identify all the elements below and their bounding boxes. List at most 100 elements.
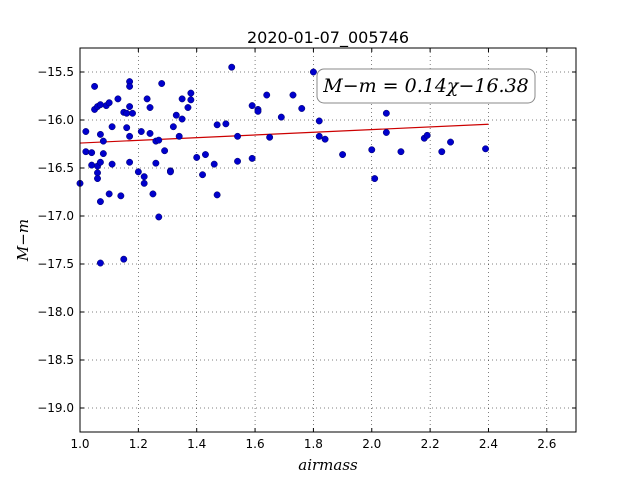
data-point bbox=[202, 151, 209, 159]
data-point bbox=[114, 95, 122, 103]
data-point bbox=[213, 121, 221, 129]
y-tick-label: −18.0 bbox=[37, 305, 74, 319]
data-point bbox=[146, 104, 154, 111]
data-point bbox=[126, 103, 134, 111]
data-point bbox=[96, 158, 104, 166]
x-tick-label: 1.2 bbox=[129, 437, 148, 451]
y-tick-label: −16.5 bbox=[37, 161, 74, 175]
x-tick-label: 1.4 bbox=[187, 437, 206, 451]
data-point bbox=[228, 63, 236, 71]
data-point bbox=[315, 132, 323, 140]
x-tick-label: 2.2 bbox=[421, 437, 440, 451]
data-point bbox=[117, 192, 125, 200]
data-point bbox=[382, 109, 390, 117]
data-point bbox=[423, 131, 431, 139]
x-tick-label: 1.0 bbox=[70, 437, 89, 451]
data-point bbox=[161, 147, 169, 155]
data-point bbox=[155, 213, 163, 221]
x-tick-label: 2.4 bbox=[479, 437, 498, 451]
data-point bbox=[120, 255, 128, 263]
data-point bbox=[187, 96, 195, 104]
data-point bbox=[91, 82, 99, 90]
x-axis-label: airmass bbox=[298, 456, 358, 474]
data-point bbox=[222, 120, 230, 128]
data-point bbox=[248, 154, 256, 162]
x-tick-label: 1.6 bbox=[246, 437, 265, 451]
y-tick-label: −16.0 bbox=[37, 113, 74, 127]
data-point bbox=[99, 137, 107, 145]
data-point bbox=[88, 161, 96, 169]
fit-equation-label: M−m = 0.14χ−16.38 bbox=[322, 75, 529, 97]
data-point bbox=[175, 132, 183, 140]
data-point bbox=[158, 80, 166, 87]
data-point bbox=[315, 117, 323, 125]
fit-annotation: M−m = 0.14χ−16.38 bbox=[316, 68, 536, 104]
data-point bbox=[123, 109, 131, 117]
plot-area bbox=[80, 48, 576, 432]
data-point bbox=[234, 157, 242, 165]
data-point bbox=[248, 102, 256, 110]
data-point bbox=[105, 99, 113, 107]
data-point bbox=[96, 198, 104, 206]
axis-ticks bbox=[79, 48, 576, 432]
data-point bbox=[140, 179, 148, 187]
data-point bbox=[368, 146, 376, 154]
data-point bbox=[447, 138, 454, 146]
data-point bbox=[166, 168, 174, 176]
data-point bbox=[126, 132, 134, 140]
data-point bbox=[193, 153, 201, 161]
y-tick-label: −17.5 bbox=[37, 257, 74, 271]
y-axis-label: M−m bbox=[14, 219, 32, 262]
data-point bbox=[397, 148, 405, 156]
data-point bbox=[94, 169, 101, 177]
data-point bbox=[108, 160, 116, 168]
x-tick-label: 2.0 bbox=[362, 437, 381, 451]
data-point bbox=[210, 160, 218, 168]
data-point bbox=[309, 68, 317, 76]
y-tick-labels: −15.5 −16.0 −16.5 −17.0 −17.5 −18.0 −18.5 −19.0 bbox=[37, 65, 74, 415]
data-point bbox=[108, 123, 116, 131]
x-tick-label: 1.8 bbox=[304, 437, 323, 451]
data-point bbox=[126, 82, 134, 90]
data-point bbox=[178, 95, 186, 103]
data-point bbox=[143, 95, 151, 103]
data-point bbox=[298, 105, 306, 112]
data-point bbox=[99, 150, 107, 158]
fit-line bbox=[79, 123, 489, 144]
data-point bbox=[382, 129, 390, 136]
data-point bbox=[96, 259, 104, 267]
y-tick-label: −18.5 bbox=[37, 353, 74, 367]
data-point bbox=[146, 129, 154, 137]
plot-frame bbox=[79, 47, 577, 433]
data-point bbox=[234, 132, 242, 140]
annotation-box bbox=[316, 68, 536, 104]
y-tick-label: −17.0 bbox=[37, 209, 74, 223]
data-point bbox=[277, 113, 285, 121]
data-point bbox=[155, 136, 163, 144]
chart-title: 2020-01-07_005746 bbox=[247, 28, 409, 48]
x-tick-labels: 1.0 1.2 1.4 1.6 1.8 2.0 2.2 2.4 2.6 bbox=[70, 437, 556, 451]
x-tick-label: 2.6 bbox=[537, 437, 556, 451]
data-point bbox=[213, 191, 221, 199]
data-point bbox=[172, 111, 180, 119]
data-point bbox=[482, 145, 490, 153]
data-point bbox=[96, 130, 104, 138]
y-tick-label: −19.0 bbox=[37, 401, 74, 415]
data-point bbox=[339, 151, 347, 159]
data-point bbox=[178, 115, 186, 123]
data-point bbox=[105, 190, 113, 198]
data-point bbox=[82, 128, 90, 135]
data-point bbox=[289, 91, 297, 99]
grid bbox=[79, 48, 576, 432]
data-point bbox=[129, 109, 136, 117]
data-point bbox=[88, 149, 96, 157]
data-point bbox=[371, 175, 379, 183]
data-point bbox=[321, 135, 329, 143]
data-point bbox=[254, 107, 262, 115]
y-tick-label: −15.5 bbox=[37, 65, 74, 79]
data-point bbox=[184, 104, 192, 111]
data-point bbox=[137, 128, 145, 135]
data-points bbox=[76, 63, 490, 267]
fit-line-group bbox=[79, 123, 489, 144]
